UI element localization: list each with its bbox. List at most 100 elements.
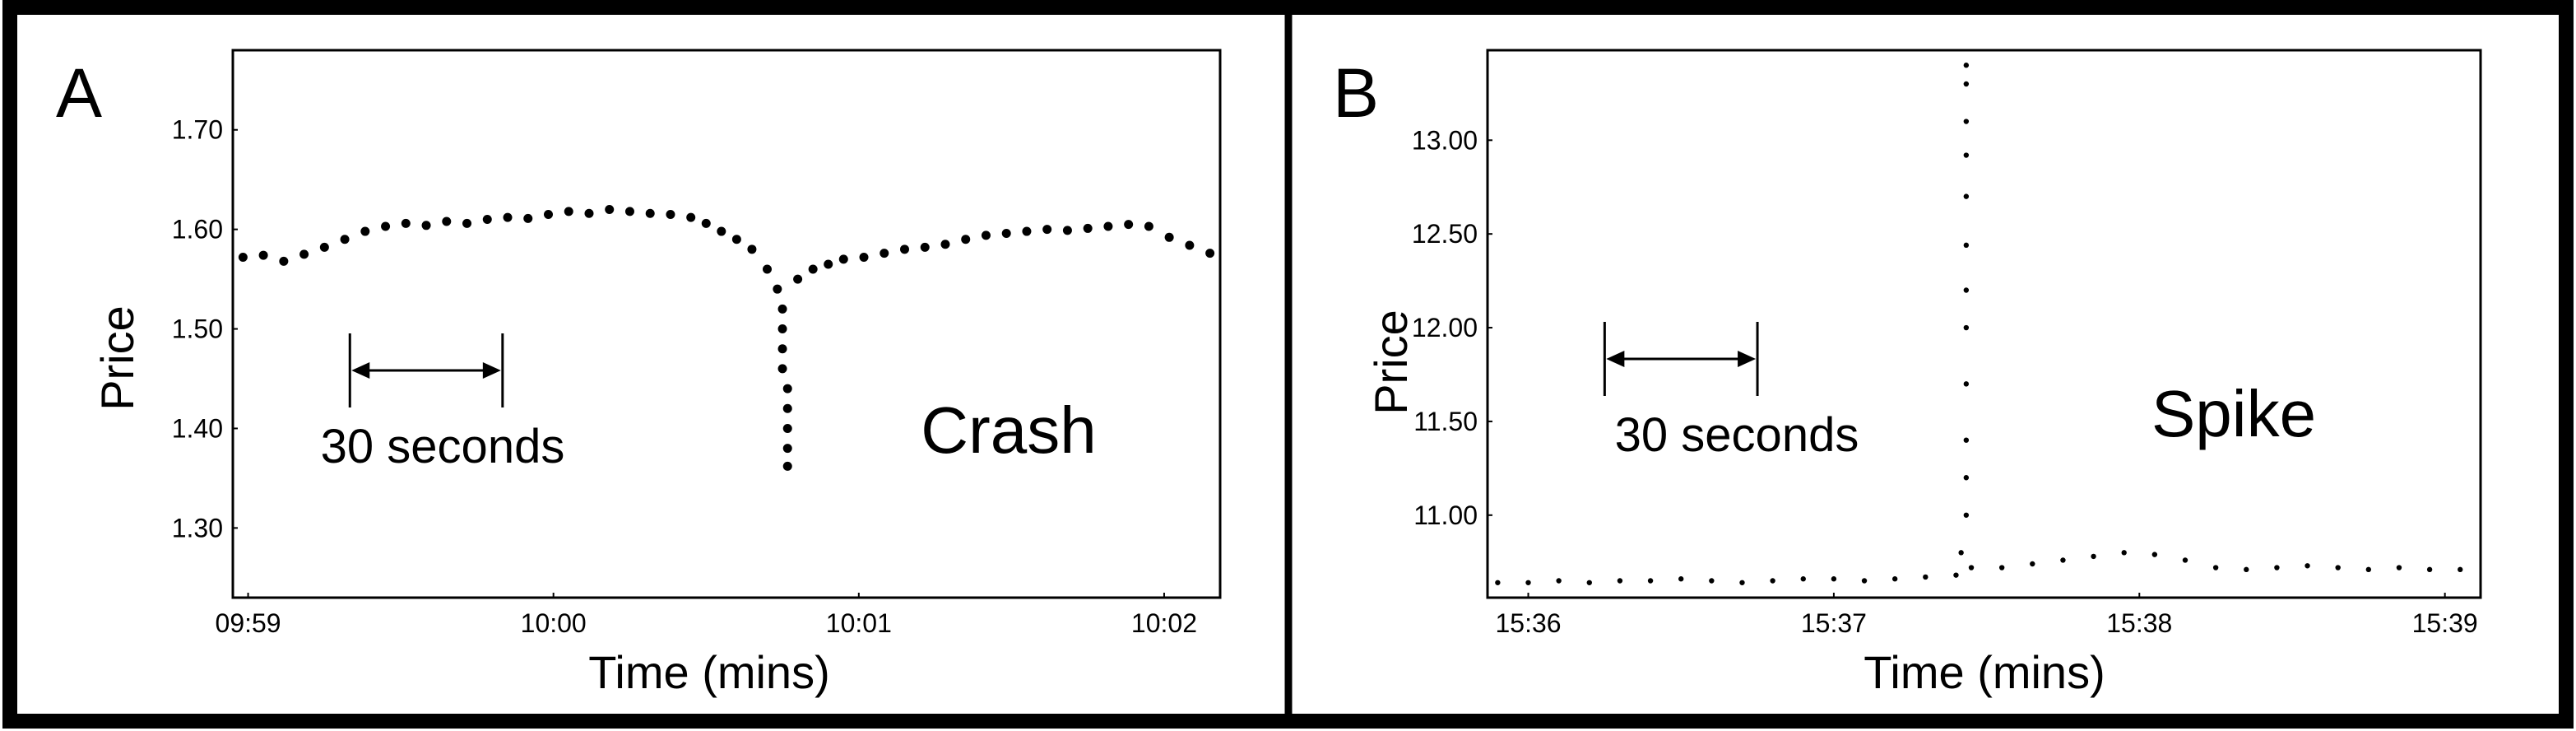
data-point: [2244, 566, 2249, 573]
data-point: [2060, 557, 2066, 563]
data-point: [624, 207, 634, 217]
data-point: [299, 249, 309, 259]
data-point: [1963, 475, 1970, 481]
data-point: [1998, 565, 2005, 570]
data-point: [701, 218, 711, 228]
data-point: [940, 240, 950, 249]
data-point: [1001, 228, 1011, 238]
panel-a-xlabel: Time (mins): [588, 646, 829, 698]
data-point: [2304, 563, 2310, 569]
panel-a-xticks: 09:59 10:00 10:01 10:02: [216, 593, 1197, 638]
data-point: [782, 444, 792, 454]
panel-b-interval-label: 30 seconds: [1615, 408, 1859, 462]
data-point: [777, 304, 787, 314]
data-point: [762, 264, 772, 274]
panel-a-yticks: 1.70 1.60 1.50 1.40 1.30: [172, 115, 238, 542]
y-tick-label: 12.00: [1412, 313, 1478, 342]
panel-b-interval-marker: [1603, 322, 1759, 396]
x-tick-label: 10:00: [521, 608, 587, 638]
panel-a-points: [238, 204, 1215, 471]
data-point: [1739, 580, 1745, 585]
data-point: [421, 221, 431, 230]
data-point: [666, 210, 675, 219]
data-point: [2274, 565, 2280, 570]
panel-b-points: [1495, 63, 2463, 585]
data-point: [777, 364, 787, 374]
data-point: [824, 259, 833, 269]
y-tick-label: 13.00: [1412, 125, 1478, 155]
data-point: [1022, 226, 1032, 236]
data-point: [564, 207, 573, 217]
data-point: [544, 210, 554, 219]
data-point: [319, 242, 329, 252]
data-point: [2030, 561, 2035, 567]
data-point: [1831, 576, 1837, 582]
data-point: [381, 221, 391, 231]
data-point: [2151, 552, 2158, 557]
data-point: [717, 226, 726, 236]
data-point: [523, 213, 533, 223]
data-point: [462, 218, 472, 228]
data-point: [1144, 221, 1153, 231]
data-point: [2426, 566, 2433, 573]
data-point: [1083, 223, 1093, 233]
data-point: [482, 215, 492, 225]
data-point: [1953, 572, 1959, 578]
data-point: [238, 252, 248, 262]
y-tick-label: 11.50: [1413, 407, 1478, 436]
data-point: [880, 249, 889, 258]
data-point: [1164, 232, 1174, 242]
interval-arrowhead-right: [1738, 351, 1757, 367]
data-point: [401, 218, 411, 228]
data-point: [645, 208, 655, 218]
x-tick-label: 15:39: [2412, 608, 2478, 638]
interval-arrowhead-right: [482, 362, 501, 379]
data-point: [1963, 324, 1970, 331]
data-point: [859, 252, 869, 262]
x-tick-label: 15:36: [1495, 608, 1561, 638]
data-point: [1124, 220, 1134, 230]
panel-b-xticks: 15:36 15:37 15:38 15:39: [1495, 593, 2478, 638]
y-tick-label: 1.60: [172, 215, 223, 244]
data-point: [1963, 437, 1970, 443]
data-point: [1963, 81, 1970, 87]
data-point: [1770, 578, 1775, 584]
panel-b-plot-area: [1486, 49, 2482, 599]
data-point: [782, 403, 792, 413]
data-point: [2091, 553, 2096, 560]
data-point: [2365, 566, 2372, 573]
data-point: [1963, 119, 1970, 124]
data-point: [1556, 578, 1562, 584]
y-tick-label: 1.40: [172, 413, 223, 443]
panel-a-letter: A: [56, 54, 102, 132]
data-point: [808, 264, 818, 274]
data-point: [2396, 565, 2402, 570]
panel-a-ylabel: Price: [91, 305, 143, 411]
data-point: [1103, 221, 1113, 231]
panel-a-interval-marker: [348, 333, 504, 407]
data-point: [1963, 512, 1970, 518]
data-point: [1968, 565, 1975, 570]
data-point: [1495, 580, 1501, 585]
panel-a-interval-label: 30 seconds: [321, 420, 565, 473]
panel-b-annotation: Spike: [2151, 377, 2316, 450]
data-point: [777, 324, 787, 334]
x-tick-label: 15:37: [1801, 608, 1867, 638]
data-point: [258, 250, 268, 260]
data-point: [1963, 193, 1970, 199]
data-point: [1891, 576, 1898, 582]
data-point: [2212, 565, 2219, 570]
data-point: [1525, 580, 1531, 585]
data-point: [1923, 574, 1929, 580]
panel-b-letter: B: [1333, 54, 1379, 132]
panel-a-plot-area: [231, 49, 1222, 599]
data-point: [782, 461, 792, 471]
data-point: [1963, 287, 1970, 293]
panel-b-yticks: 13.00 12.50 12.00 11.50 11.00: [1412, 125, 1492, 530]
data-point: [1800, 576, 1806, 582]
data-point: [838, 254, 848, 264]
panel-a: A 1.70 1.60 1.50 1.40 1.30 09:59 10:00 10:01 10…: [56, 49, 1222, 698]
data-point: [777, 344, 787, 354]
y-tick-label: 12.50: [1412, 219, 1478, 249]
